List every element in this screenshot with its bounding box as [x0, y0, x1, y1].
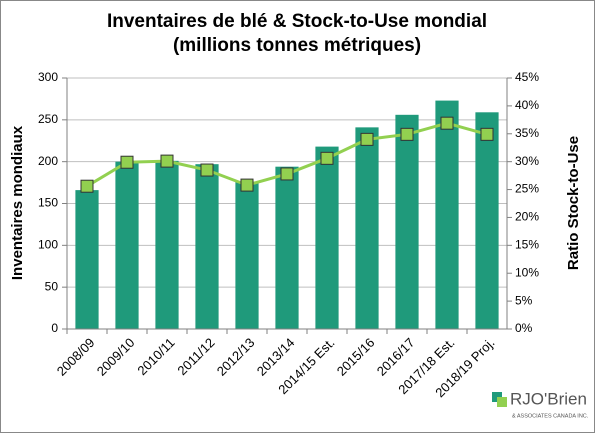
logo-name: RJO'Brien	[510, 389, 587, 408]
y2-tick-label: 10%	[515, 265, 539, 279]
logo-icon	[497, 397, 507, 407]
y2-tick-label: 20%	[515, 210, 539, 224]
bar	[435, 100, 459, 329]
marker	[160, 154, 174, 168]
chart-title: Inventaires de blé & Stock-to-Use mondia…	[107, 11, 487, 32]
marker	[240, 178, 254, 192]
y2-tick-label: 40%	[515, 98, 539, 112]
y-tick-label: 100	[38, 238, 58, 252]
marker	[200, 163, 214, 177]
bar	[355, 127, 379, 329]
y-tick-label: 300	[38, 70, 58, 84]
marker	[440, 116, 454, 130]
y2-tick-label: 45%	[515, 70, 539, 84]
y2-tick-label: 15%	[515, 238, 539, 252]
bar	[115, 161, 139, 329]
bar	[475, 112, 499, 329]
y-tick-label: 250	[38, 112, 58, 126]
marker	[400, 127, 414, 141]
marker	[280, 167, 294, 181]
bar	[75, 190, 99, 329]
y2-tick-label: 35%	[515, 126, 539, 140]
y2-axis-label: Ratio Stock-to-Use	[565, 136, 582, 270]
y2-tick-label: 30%	[515, 154, 539, 168]
bar	[235, 181, 259, 329]
marker	[480, 127, 494, 141]
y2-tick-label: 25%	[515, 182, 539, 196]
logo: RJO'Brien & ASSOCIATES CANADA INC.	[492, 389, 589, 419]
bar	[395, 114, 419, 330]
y-tick-label: 150	[38, 196, 58, 210]
y-tick-label: 50	[45, 279, 59, 293]
logo-sub: & ASSOCIATES CANADA INC.	[512, 413, 589, 419]
y2-tick-label: 0%	[515, 321, 533, 335]
y2-tick-label: 5%	[515, 293, 533, 307]
marker	[320, 151, 334, 165]
marker	[80, 179, 94, 193]
chart-subtitle: (millions tonnes métriques)	[173, 35, 421, 56]
marker	[360, 132, 374, 146]
bar	[155, 160, 179, 329]
y-axis-label: Inventaires mondiaux	[9, 125, 26, 280]
bar	[195, 164, 219, 329]
y-tick-label: 0	[51, 321, 58, 335]
bar	[275, 166, 299, 329]
marker	[120, 155, 134, 169]
bar	[315, 146, 339, 329]
y-tick-label: 200	[38, 154, 58, 168]
